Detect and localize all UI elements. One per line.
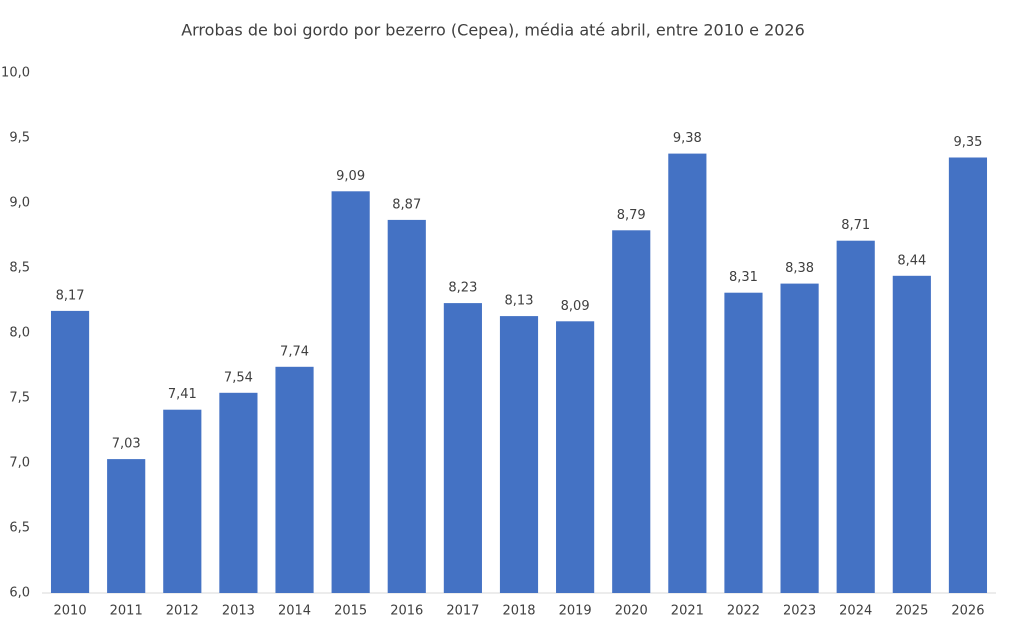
- bar: [836, 240, 875, 593]
- y-tick-label: 8,0: [9, 326, 30, 341]
- bar: [724, 292, 763, 593]
- y-tick-label: 7,5: [9, 391, 30, 406]
- data-label: 8,71: [841, 218, 870, 233]
- x-tick-label: 2022: [727, 604, 760, 619]
- data-label: 8,44: [897, 253, 926, 268]
- x-tick-label: 2010: [54, 604, 87, 619]
- bar: [107, 459, 146, 593]
- bar: [219, 392, 258, 593]
- bar: [443, 303, 482, 593]
- bar: [556, 321, 595, 593]
- data-label: 8,09: [561, 299, 590, 314]
- x-tick-label: 2011: [110, 604, 143, 619]
- y-tick-label: 9,0: [9, 196, 30, 211]
- bar: [892, 275, 931, 593]
- data-label: 8,23: [448, 281, 477, 296]
- bar: [50, 310, 90, 593]
- data-label: 8,17: [56, 288, 85, 303]
- data-label: 7,74: [280, 344, 309, 359]
- x-tick-label: 2025: [895, 604, 928, 619]
- bar: [948, 157, 988, 593]
- x-tick-label: 2017: [446, 604, 479, 619]
- data-label: 9,09: [336, 169, 365, 184]
- y-tick-label: 10,0: [1, 66, 30, 81]
- x-tick-label: 2015: [334, 604, 367, 619]
- data-label: 8,87: [392, 197, 421, 212]
- x-tick-label: 2026: [951, 604, 984, 619]
- x-tick-label: 2020: [615, 604, 648, 619]
- y-tick-label: 9,5: [9, 131, 30, 146]
- y-tick-label: 6,0: [9, 586, 30, 601]
- x-tick-label: 2012: [166, 604, 199, 619]
- chart-title: Arrobas de boi gordo por bezerro (Cepea)…: [181, 21, 805, 40]
- y-tick-label: 6,5: [9, 521, 30, 536]
- x-tick-label: 2024: [839, 604, 872, 619]
- data-label: 7,41: [168, 387, 197, 402]
- y-tick-label: 7,0: [9, 456, 30, 471]
- bar: [387, 219, 426, 593]
- data-label: 8,13: [505, 294, 534, 309]
- x-tick-label: 2021: [671, 604, 704, 619]
- y-tick-label: 8,5: [9, 261, 30, 276]
- data-label: 9,38: [673, 131, 702, 146]
- data-label: 8,79: [617, 208, 646, 223]
- x-tick-label: 2014: [278, 604, 311, 619]
- bar: [331, 191, 370, 594]
- data-label: 8,38: [785, 261, 814, 276]
- x-tick-label: 2016: [390, 604, 423, 619]
- bar: [612, 230, 651, 594]
- bar: [780, 283, 819, 593]
- bar: [668, 153, 707, 593]
- data-label: 9,35: [953, 135, 982, 150]
- data-label: 7,03: [112, 437, 141, 452]
- data-label: 8,31: [729, 270, 758, 285]
- x-tick-label: 2023: [783, 604, 816, 619]
- bar: [499, 316, 539, 593]
- bar: [163, 409, 202, 593]
- data-label: 7,54: [224, 370, 253, 385]
- x-tick-label: 2019: [559, 604, 592, 619]
- bar: [275, 366, 314, 593]
- x-tick-label: 2018: [502, 604, 535, 619]
- x-tick-label: 2013: [222, 604, 255, 619]
